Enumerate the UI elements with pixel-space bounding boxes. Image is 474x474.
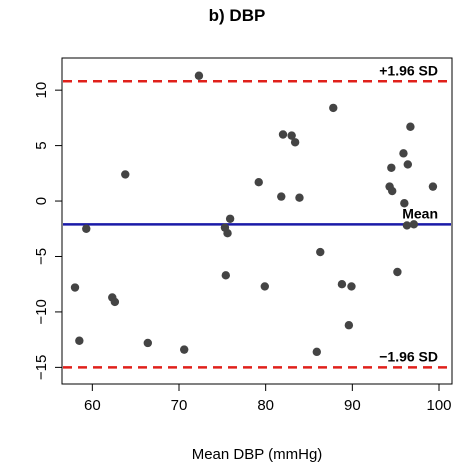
data-point [428,182,438,191]
data-point [295,193,304,202]
data-point [316,247,325,257]
chart-title: b) DBP [208,6,266,25]
data-point [277,192,286,201]
data-point [400,199,409,208]
data-point [194,71,204,80]
reference-label-1-96-sd: +1.96 SD [379,62,438,78]
data-point [223,228,232,238]
data-point [82,224,91,233]
data-point [312,347,321,357]
data-point [329,103,338,113]
data-point [110,297,120,307]
data-point [344,321,354,330]
data-point [260,282,269,291]
data-point [399,149,408,158]
x-tick-label: 70 [171,397,188,414]
data-point [180,345,189,354]
y-tick-label: −15 [33,355,50,380]
y-tick-label: 10 [33,82,50,99]
x-axis-label: Mean DBP (mmHg) [192,446,323,463]
data-point [337,280,347,289]
data-point [121,170,130,179]
data-point [287,131,296,140]
x-tick-label: 60 [84,397,101,414]
data-point [409,220,419,229]
x-tick-label: 100 [426,397,451,414]
data-point [388,186,397,196]
reference-label-mean: Mean [402,205,438,221]
y-tick-label: −10 [33,299,50,324]
data-point [225,214,235,223]
data-point [402,221,412,230]
y-tick-label: 5 [33,141,50,149]
reference-label-1-96-sd: −1.96 SD [379,348,438,364]
data-point [347,282,356,291]
plot-frame [61,57,453,385]
data-point [290,138,300,147]
x-tick-label: 90 [344,397,361,414]
x-tick-label: 80 [257,397,274,414]
data-point [221,271,230,280]
data-point [387,163,396,172]
y-tick-label: 0 [33,197,50,205]
y-tick-label: −5 [33,248,50,265]
data-point [254,177,263,187]
data-point [75,336,84,345]
data-point [393,267,402,277]
data-point [70,283,80,292]
data-point [278,130,288,139]
data-point [403,160,412,169]
data-point [143,338,152,348]
data-point [406,122,415,131]
